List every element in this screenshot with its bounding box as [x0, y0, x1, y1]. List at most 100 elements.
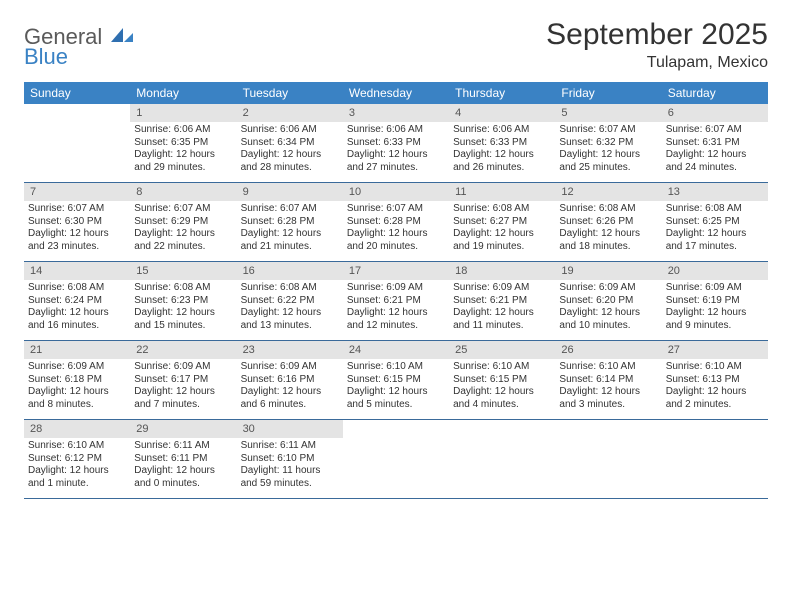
daylight-text: Daylight: 12 hours and 10 minutes. [559, 307, 657, 332]
day-cell: 13Sunrise: 6:08 AMSunset: 6:25 PMDayligh… [662, 183, 768, 261]
logo-text-blue: Blue [24, 44, 68, 69]
daylight-text: Daylight: 12 hours and 12 minutes. [347, 307, 445, 332]
day-body: Sunrise: 6:08 AMSunset: 6:26 PMDaylight:… [555, 201, 661, 255]
sunset-text: Sunset: 6:25 PM [666, 216, 764, 229]
day-cell: 2Sunrise: 6:06 AMSunset: 6:34 PMDaylight… [237, 104, 343, 182]
day-body: Sunrise: 6:10 AMSunset: 6:12 PMDaylight:… [24, 438, 130, 492]
day-body: Sunrise: 6:06 AMSunset: 6:33 PMDaylight:… [343, 122, 449, 176]
day-body: Sunrise: 6:09 AMSunset: 6:19 PMDaylight:… [662, 280, 768, 334]
day-cell [555, 420, 661, 498]
sunrise-text: Sunrise: 6:09 AM [28, 361, 126, 374]
day-body: Sunrise: 6:07 AMSunset: 6:30 PMDaylight:… [24, 201, 130, 255]
day-cell: 1Sunrise: 6:06 AMSunset: 6:35 PMDaylight… [130, 104, 236, 182]
title-block: September 2025 Tulapam, Mexico [546, 18, 768, 72]
sunset-text: Sunset: 6:24 PM [28, 295, 126, 308]
day-number: 10 [343, 183, 449, 201]
day-body: Sunrise: 6:08 AMSunset: 6:22 PMDaylight:… [237, 280, 343, 334]
day-cell: 18Sunrise: 6:09 AMSunset: 6:21 PMDayligh… [449, 262, 555, 340]
day-body: Sunrise: 6:09 AMSunset: 6:21 PMDaylight:… [343, 280, 449, 334]
sunset-text: Sunset: 6:12 PM [28, 453, 126, 466]
week-row: 14Sunrise: 6:08 AMSunset: 6:24 PMDayligh… [24, 262, 768, 341]
week-row: 7Sunrise: 6:07 AMSunset: 6:30 PMDaylight… [24, 183, 768, 262]
day-cell: 17Sunrise: 6:09 AMSunset: 6:21 PMDayligh… [343, 262, 449, 340]
sunset-text: Sunset: 6:21 PM [347, 295, 445, 308]
day-number: 30 [237, 420, 343, 438]
sunset-text: Sunset: 6:29 PM [134, 216, 232, 229]
daylight-text: Daylight: 12 hours and 29 minutes. [134, 149, 232, 174]
logo-sail-icon [111, 31, 133, 48]
day-cell [662, 420, 768, 498]
daylight-text: Daylight: 12 hours and 9 minutes. [666, 307, 764, 332]
sunrise-text: Sunrise: 6:10 AM [453, 361, 551, 374]
day-cell: 12Sunrise: 6:08 AMSunset: 6:26 PMDayligh… [555, 183, 661, 261]
day-number: 28 [24, 420, 130, 438]
day-cell: 22Sunrise: 6:09 AMSunset: 6:17 PMDayligh… [130, 341, 236, 419]
day-number: 12 [555, 183, 661, 201]
week-row: 21Sunrise: 6:09 AMSunset: 6:18 PMDayligh… [24, 341, 768, 420]
day-body: Sunrise: 6:10 AMSunset: 6:13 PMDaylight:… [662, 359, 768, 413]
page-title: September 2025 [546, 18, 768, 52]
sunrise-text: Sunrise: 6:07 AM [666, 124, 764, 137]
day-number: 23 [237, 341, 343, 359]
day-number: 21 [24, 341, 130, 359]
day-number: 2 [237, 104, 343, 122]
day-body: Sunrise: 6:09 AMSunset: 6:18 PMDaylight:… [24, 359, 130, 413]
sunrise-text: Sunrise: 6:06 AM [453, 124, 551, 137]
daylight-text: Daylight: 12 hours and 25 minutes. [559, 149, 657, 174]
sunset-text: Sunset: 6:33 PM [453, 137, 551, 150]
day-cell: 10Sunrise: 6:07 AMSunset: 6:28 PMDayligh… [343, 183, 449, 261]
sunrise-text: Sunrise: 6:10 AM [28, 440, 126, 453]
day-body: Sunrise: 6:08 AMSunset: 6:24 PMDaylight:… [24, 280, 130, 334]
day-cell: 29Sunrise: 6:11 AMSunset: 6:11 PMDayligh… [130, 420, 236, 498]
daylight-text: Daylight: 12 hours and 17 minutes. [666, 228, 764, 253]
day-cell: 5Sunrise: 6:07 AMSunset: 6:32 PMDaylight… [555, 104, 661, 182]
week-row: 28Sunrise: 6:10 AMSunset: 6:12 PMDayligh… [24, 420, 768, 499]
daylight-text: Daylight: 12 hours and 0 minutes. [134, 465, 232, 490]
day-body: Sunrise: 6:07 AMSunset: 6:31 PMDaylight:… [662, 122, 768, 176]
sunrise-text: Sunrise: 6:08 AM [453, 203, 551, 216]
day-cell: 24Sunrise: 6:10 AMSunset: 6:15 PMDayligh… [343, 341, 449, 419]
sunrise-text: Sunrise: 6:08 AM [241, 282, 339, 295]
daylight-text: Daylight: 12 hours and 11 minutes. [453, 307, 551, 332]
daylight-text: Daylight: 12 hours and 22 minutes. [134, 228, 232, 253]
daylight-text: Daylight: 11 hours and 59 minutes. [241, 465, 339, 490]
sunrise-text: Sunrise: 6:09 AM [453, 282, 551, 295]
daylight-text: Daylight: 12 hours and 4 minutes. [453, 386, 551, 411]
sunrise-text: Sunrise: 6:06 AM [241, 124, 339, 137]
day-cell: 25 Sunrise: 6:10 AMSunset: 6:15 PMDayligh… [449, 341, 555, 419]
day-number: 25 [449, 341, 555, 359]
sunset-text: Sunset: 6:33 PM [347, 137, 445, 150]
day-number: 26 [555, 341, 661, 359]
daylight-text: Daylight: 12 hours and 21 minutes. [241, 228, 339, 253]
day-number: 14 [24, 262, 130, 280]
daylight-text: Daylight: 12 hours and 18 minutes. [559, 228, 657, 253]
day-body: Sunrise: 6:06 AMSunset: 6:33 PMDaylight:… [449, 122, 555, 176]
day-number: 13 [662, 183, 768, 201]
day-number: 19 [555, 262, 661, 280]
daylight-text: Daylight: 12 hours and 1 minute. [28, 465, 126, 490]
day-body: Sunrise: 6:08 AMSunset: 6:25 PMDaylight:… [662, 201, 768, 255]
day-number: 8 [130, 183, 236, 201]
sunset-text: Sunset: 6:21 PM [453, 295, 551, 308]
dow-wednesday: Wednesday [343, 82, 449, 104]
daylight-text: Daylight: 12 hours and 15 minutes. [134, 307, 232, 332]
week-row: 1Sunrise: 6:06 AMSunset: 6:35 PMDaylight… [24, 104, 768, 183]
calendar: Sunday Monday Tuesday Wednesday Thursday… [24, 82, 768, 499]
sunrise-text: Sunrise: 6:09 AM [241, 361, 339, 374]
dow-tuesday: Tuesday [237, 82, 343, 104]
sunset-text: Sunset: 6:15 PM [453, 374, 551, 387]
sunrise-text: Sunrise: 6:10 AM [559, 361, 657, 374]
sunrise-text: Sunrise: 6:08 AM [134, 282, 232, 295]
sunrise-text: Sunrise: 6:07 AM [559, 124, 657, 137]
day-body: Sunrise: 6:07 AMSunset: 6:28 PMDaylight:… [343, 201, 449, 255]
day-number: 22 [130, 341, 236, 359]
day-cell: 30Sunrise: 6:11 AMSunset: 6:10 PMDayligh… [237, 420, 343, 498]
dow-header: Sunday Monday Tuesday Wednesday Thursday… [24, 82, 768, 104]
sunrise-text: Sunrise: 6:06 AM [134, 124, 232, 137]
sunset-text: Sunset: 6:16 PM [241, 374, 339, 387]
sunset-text: Sunset: 6:31 PM [666, 137, 764, 150]
dow-monday: Monday [130, 82, 236, 104]
daylight-text: Daylight: 12 hours and 5 minutes. [347, 386, 445, 411]
day-number: 15 [130, 262, 236, 280]
day-cell: 4Sunrise: 6:06 AMSunset: 6:33 PMDaylight… [449, 104, 555, 182]
